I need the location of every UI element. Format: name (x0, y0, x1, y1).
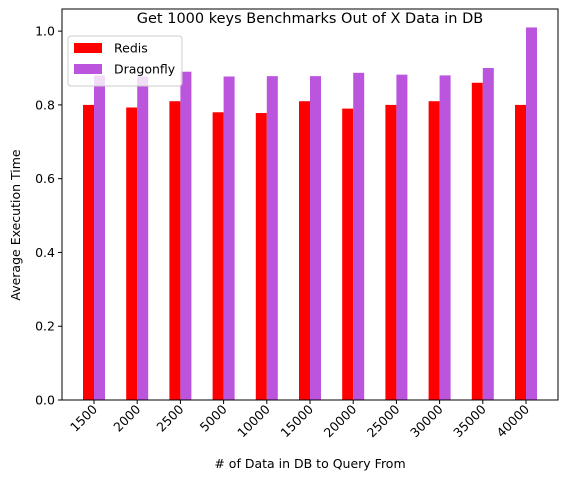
bar-dragonfly-5000 (223, 76, 235, 400)
bar-dragonfly-30000 (439, 75, 451, 400)
plot-frame (61, 8, 559, 401)
bar-redis-35000 (471, 82, 483, 400)
bar-redis-25000 (385, 104, 397, 400)
bar-redis-20000 (342, 108, 354, 401)
x-tick-label: 15000 (277, 401, 316, 440)
bar-redis-2000 (126, 107, 138, 401)
bar-redis-10000 (255, 113, 267, 400)
bar-redis-5000 (212, 112, 224, 400)
x-tick-label: 30000 (407, 401, 446, 440)
y-tick-label: 1.0 (35, 24, 55, 39)
chart-title: Get 1000 keys Benchmarks Out of X Data i… (137, 11, 483, 27)
bar-redis-1500 (83, 104, 94, 400)
bar-dragonfly-2000 (137, 76, 149, 400)
x-tick-label: 5000 (197, 401, 230, 434)
bar-dragonfly-15000 (310, 76, 321, 400)
bar-redis-30000 (428, 101, 440, 400)
legend: Redis Dragonfly (67, 35, 183, 87)
x-axis-label: # of Data in DB to Query From (214, 456, 405, 471)
bar-dragonfly-2500 (180, 71, 192, 400)
bar-redis-40000 (515, 104, 526, 400)
y-tick-label: 0.4 (35, 245, 55, 260)
y-tick-label: 0.8 (35, 97, 55, 112)
x-tick-label: 1500 (67, 401, 100, 434)
bar-dragonfly-20000 (353, 72, 365, 400)
bar-redis-15000 (299, 101, 310, 400)
y-tick-label: 0.0 (35, 393, 55, 408)
y-tick-label: 0.2 (35, 319, 55, 334)
x-axis: 1500 2000 2500 5000 10000 15000 20000 25000 3000… (67, 400, 532, 440)
legend-swatch-redis (74, 43, 102, 53)
bar-dragonfly-40000 (526, 27, 537, 401)
x-tick-label: 25000 (364, 401, 403, 440)
x-tick-label: 20000 (321, 401, 360, 440)
bar-dragonfly-1500 (94, 75, 105, 400)
y-axis: 0.0 0.2 0.4 0.6 0.8 1.0 (35, 24, 62, 408)
legend-swatch-dragonfly (74, 64, 102, 74)
x-tick-label: 2000 (110, 401, 143, 434)
bar-redis-2500 (169, 101, 181, 400)
bar-dragonfly-10000 (266, 76, 278, 400)
y-axis-label: Average Execution Time (8, 149, 23, 301)
bar-dragonfly-25000 (396, 74, 408, 400)
bar-dragonfly-35000 (482, 68, 494, 401)
x-tick-label: 10000 (234, 401, 273, 440)
legend-label-dragonfly: Dragonfly (114, 62, 176, 77)
y-tick-label: 0.6 (35, 171, 55, 186)
bars-group (83, 27, 537, 401)
x-tick-label: 40000 (493, 401, 532, 440)
legend-label-redis: Redis (114, 41, 148, 56)
x-tick-label: 35000 (450, 401, 489, 440)
x-tick-label: 2500 (153, 401, 186, 434)
